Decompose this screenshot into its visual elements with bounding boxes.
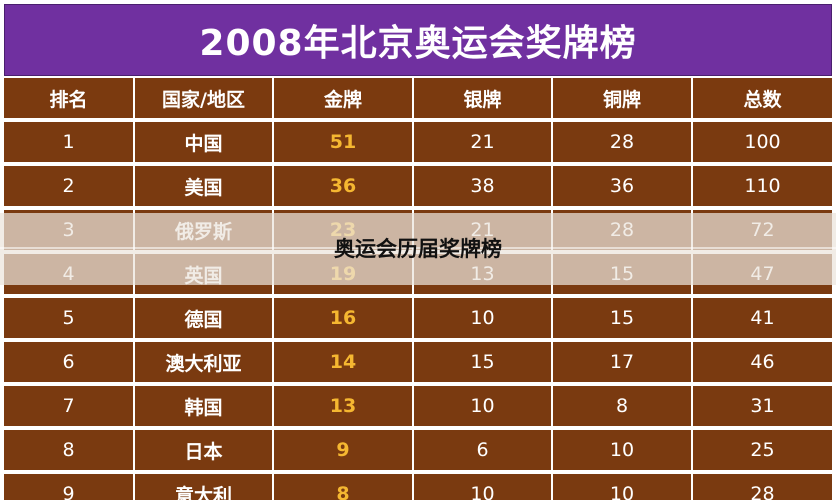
cell-silver: 10: [414, 298, 553, 342]
header-gold: 金牌: [274, 78, 414, 122]
cell-gold: 13: [274, 386, 414, 430]
cell-total: 110: [693, 166, 832, 210]
header-silver: 银牌: [414, 78, 553, 122]
cell-gold: 14: [274, 342, 414, 386]
cell-rank: 1: [4, 122, 135, 166]
cell-silver: 38: [414, 166, 553, 210]
cell-rank: 9: [4, 474, 135, 500]
table-row: 9 意大利 8 10 10 28: [4, 474, 832, 500]
table-row: 2 美国 36 38 36 110: [4, 166, 832, 210]
page-title: 2008年北京奥运会奖牌榜: [199, 23, 637, 64]
cell-bronze: 15: [553, 298, 693, 342]
watermark-caption: 奥运会历届奖牌榜: [334, 237, 502, 261]
cell-total: 31: [693, 386, 832, 430]
cell-bronze: 10: [553, 474, 693, 500]
medal-table: 排名 国家/地区 金牌 银牌 铜牌 总数 1 中国 51 21 28 100 2 美国 36 38…: [4, 78, 832, 500]
cell-rank: 8: [4, 430, 135, 474]
cell-silver: 6: [414, 430, 553, 474]
cell-country: 韩国: [135, 386, 274, 430]
table-row: 8 日本 9 6 10 25: [4, 430, 832, 474]
cell-silver: 10: [414, 386, 553, 430]
cell-gold: 51: [274, 122, 414, 166]
table-row: 5 德国 16 10 15 41: [4, 298, 832, 342]
cell-gold: 36: [274, 166, 414, 210]
cell-silver: 21: [414, 122, 553, 166]
cell-total: 46: [693, 342, 832, 386]
cell-country: 意大利: [135, 474, 274, 500]
table-row: 6 澳大利亚 14 15 17 46: [4, 342, 832, 386]
cell-gold: 16: [274, 298, 414, 342]
cell-total: 41: [693, 298, 832, 342]
table-header-row: 排名 国家/地区 金牌 银牌 铜牌 总数: [4, 78, 832, 122]
cell-silver: 10: [414, 474, 553, 500]
cell-country: 澳大利亚: [135, 342, 274, 386]
cell-bronze: 10: [553, 430, 693, 474]
cell-rank: 2: [4, 166, 135, 210]
watermark-band: [0, 213, 836, 285]
watermark-divider: [0, 247, 836, 249]
cell-bronze: 17: [553, 342, 693, 386]
cell-rank: 7: [4, 386, 135, 430]
cell-country: 德国: [135, 298, 274, 342]
cell-bronze: 8: [553, 386, 693, 430]
cell-total: 28: [693, 474, 832, 500]
cell-silver: 15: [414, 342, 553, 386]
header-country: 国家/地区: [135, 78, 274, 122]
cell-rank: 5: [4, 298, 135, 342]
header-total: 总数: [693, 78, 832, 122]
cell-bronze: 28: [553, 122, 693, 166]
cell-total: 25: [693, 430, 832, 474]
cell-gold: 8: [274, 474, 414, 500]
cell-bronze: 36: [553, 166, 693, 210]
cell-total: 100: [693, 122, 832, 166]
table-row: 7 韩国 13 10 8 31: [4, 386, 832, 430]
cell-country: 美国: [135, 166, 274, 210]
title-banner: 2008年北京奥运会奖牌榜: [4, 4, 832, 76]
header-bronze: 铜牌: [553, 78, 693, 122]
cell-gold: 9: [274, 430, 414, 474]
header-rank: 排名: [4, 78, 135, 122]
table-row: 1 中国 51 21 28 100: [4, 122, 832, 166]
cell-rank: 6: [4, 342, 135, 386]
cell-country: 日本: [135, 430, 274, 474]
cell-country: 中国: [135, 122, 274, 166]
